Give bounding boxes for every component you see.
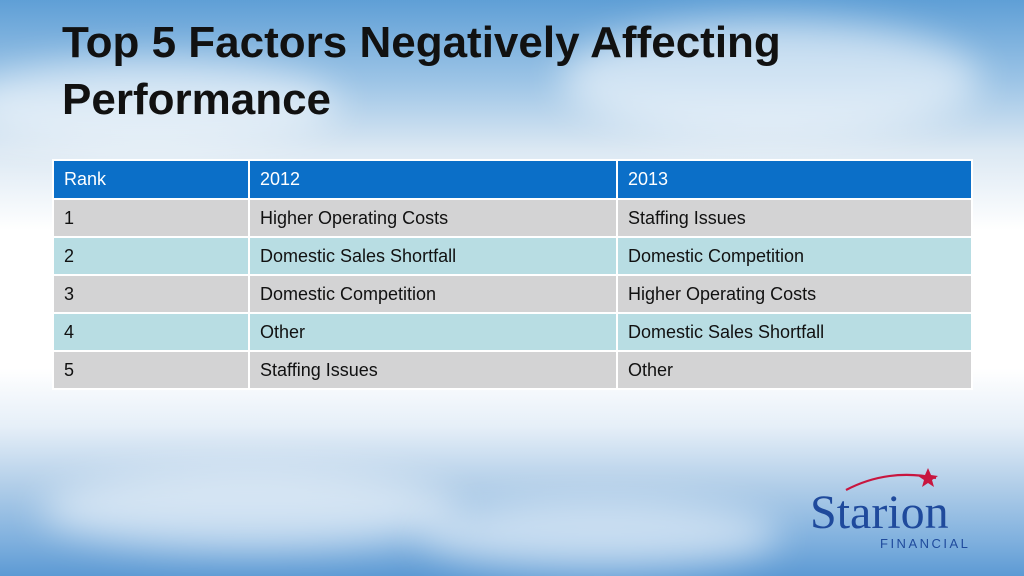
slide-title: Top 5 Factors Negatively Affecting Perfo…: [62, 18, 781, 124]
factor-2013-cell: Other: [616, 350, 973, 390]
table-row: 3 Domestic Competition Higher Operating …: [52, 274, 973, 314]
factor-2013-cell: Higher Operating Costs: [616, 274, 973, 314]
factor-2012-cell: Domestic Competition: [248, 274, 618, 314]
factor-2013-cell: Domestic Sales Shortfall: [616, 312, 973, 352]
rank-cell: 4: [52, 312, 250, 352]
column-header: 2012: [248, 159, 618, 200]
factor-2012-cell: Other: [248, 312, 618, 352]
rank-cell: 5: [52, 350, 250, 390]
rank-cell: 3: [52, 274, 250, 314]
factors-table: Rank 2012 2013 1 Higher Operating Costs …: [52, 159, 973, 390]
logo-subtitle: FINANCIAL: [880, 536, 970, 551]
rank-cell: 2: [52, 236, 250, 276]
table-row: 2 Domestic Sales Shortfall Domestic Comp…: [52, 236, 973, 276]
starion-financial-logo: Starion FINANCIAL: [810, 468, 970, 551]
background-cloud: [420, 500, 780, 570]
table-row: 1 Higher Operating Costs Staffing Issues: [52, 198, 973, 238]
logo-wordmark: Starion: [810, 486, 949, 539]
factor-2012-cell: Staffing Issues: [248, 350, 618, 390]
background-cloud: [560, 20, 980, 140]
factor-2013-cell: Staffing Issues: [616, 198, 973, 238]
factor-2012-cell: Higher Operating Costs: [248, 198, 618, 238]
background-cloud: [0, 60, 340, 150]
table-row: 5 Staffing Issues Other: [52, 350, 973, 390]
column-header: Rank: [52, 159, 250, 200]
star-icon: [918, 468, 938, 487]
factor-2012-cell: Domestic Sales Shortfall: [248, 236, 618, 276]
table-header-row: Rank 2012 2013: [52, 159, 973, 200]
rank-cell: 1: [52, 198, 250, 238]
table-row: 4 Other Domestic Sales Shortfall: [52, 312, 973, 352]
background-cloud: [40, 470, 460, 550]
factor-2013-cell: Domestic Competition: [616, 236, 973, 276]
column-header: 2013: [616, 159, 973, 200]
